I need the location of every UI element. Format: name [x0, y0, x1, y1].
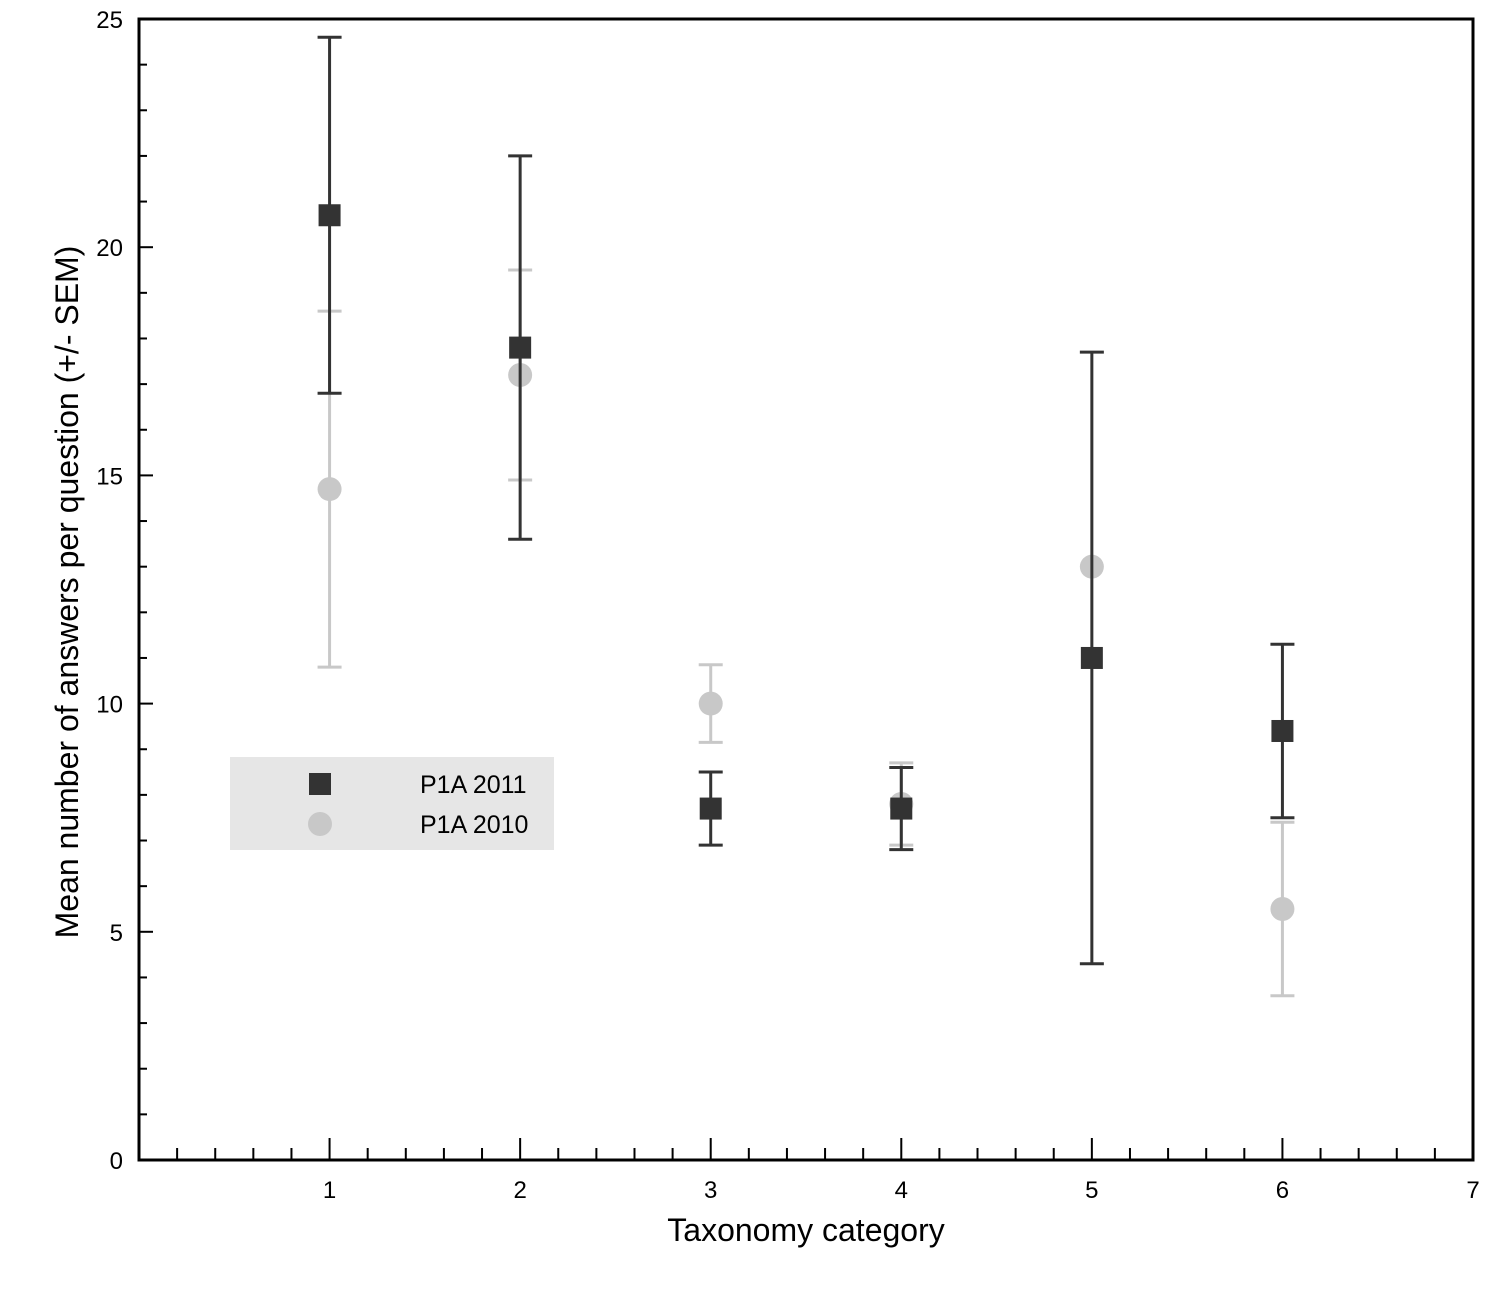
- series-layer: [317, 35, 1295, 998]
- y-axis-tick-labels: 0 5 10 15 20 25: [96, 7, 123, 1175]
- y-axis-label: Mean number of answers per question (+/-…: [49, 246, 85, 939]
- data-point: [890, 797, 913, 820]
- data-point: [317, 477, 342, 502]
- data-point: [698, 691, 723, 716]
- y-tick-label: 0: [110, 1148, 123, 1175]
- legend-label-series-1: P1A 2011: [420, 771, 527, 799]
- legend-marker-square: [309, 773, 331, 795]
- x-tick-label: 6: [1276, 1177, 1289, 1204]
- data-point: [1271, 719, 1294, 742]
- y-tick-label: 20: [96, 235, 123, 262]
- legend-background: [230, 757, 554, 850]
- y-tick-label: 5: [110, 920, 123, 947]
- y-tick-label: 15: [96, 463, 123, 490]
- x-tick-label: 1: [323, 1177, 336, 1204]
- plot-frame: [137, 17, 1475, 1162]
- data-point: [1270, 896, 1295, 921]
- x-tick-label: 7: [1466, 1177, 1479, 1204]
- x-tick-label: 4: [895, 1177, 908, 1204]
- x-axis-tick-labels: 1 2 3 4 5 6 7: [323, 1177, 1480, 1204]
- data-point: [318, 204, 341, 227]
- x-axis-label: Taxonomy category: [667, 1212, 944, 1248]
- x-tick-label: 3: [704, 1177, 717, 1204]
- x-tick-label: 5: [1085, 1177, 1098, 1204]
- series-2: [317, 268, 1295, 998]
- data-point: [1080, 646, 1103, 669]
- legend-marker-circle: [308, 812, 332, 836]
- data-point: [699, 797, 722, 820]
- x-tick-label: 2: [513, 1177, 526, 1204]
- series-1: [317, 35, 1295, 966]
- data-point: [509, 336, 532, 359]
- y-tick-label: 10: [96, 692, 123, 719]
- x-axis-ticks: [138, 1138, 1474, 1160]
- y-tick-label: 25: [96, 7, 123, 34]
- legend-label-series-2: P1A 2010: [420, 811, 528, 839]
- y-axis-ticks: [139, 18, 153, 1161]
- legend: P1A 2011 P1A 2010: [230, 757, 554, 850]
